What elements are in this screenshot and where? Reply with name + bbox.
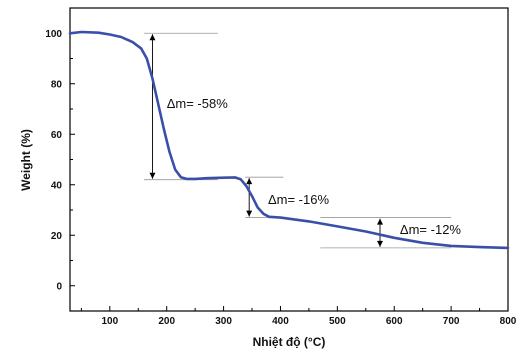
arrow-head-up	[377, 218, 384, 225]
axis-ticks: 100 200 300 400 500 600 700 800 0 20 40 60 80 100	[45, 29, 516, 327]
delta-mass-label: Δm= -16%	[268, 192, 330, 207]
x-axis-label: Nhiệt độ (°C)	[253, 335, 326, 349]
plot-frame	[69, 7, 509, 312]
x-tick-label: 300	[215, 316, 232, 327]
weight-curve	[68, 30, 510, 250]
arrow-head-up	[149, 34, 156, 41]
y-tick-label: 0	[56, 281, 62, 292]
y-tick-label: 20	[51, 231, 63, 242]
x-tick-label: 500	[329, 316, 346, 327]
annotation-guides: Δm= -58% Δm= -16% Δm= -12%	[143, 32, 462, 249]
x-tick-label: 700	[443, 316, 460, 327]
y-tick-label: 40	[51, 180, 63, 191]
y-tick-label: 60	[51, 130, 63, 141]
arrow-head-down	[246, 210, 253, 217]
x-tick-label: 400	[272, 316, 289, 327]
x-tick-label: 600	[386, 316, 403, 327]
y-axis-label: Weight (%)	[19, 129, 33, 191]
y-tick-label: 80	[51, 79, 63, 90]
delta-mass-label: Δm= -12%	[400, 222, 462, 237]
y-tick-label: 100	[45, 29, 62, 40]
x-tick-label: 200	[158, 316, 175, 327]
x-tick-label: 800	[500, 316, 517, 327]
arrow-head-down	[149, 172, 156, 179]
delta-mass-label: Δm= -58%	[167, 96, 229, 111]
x-tick-label: 100	[101, 316, 118, 327]
arrow-head-up	[246, 178, 253, 185]
arrow-head-down	[377, 240, 384, 247]
